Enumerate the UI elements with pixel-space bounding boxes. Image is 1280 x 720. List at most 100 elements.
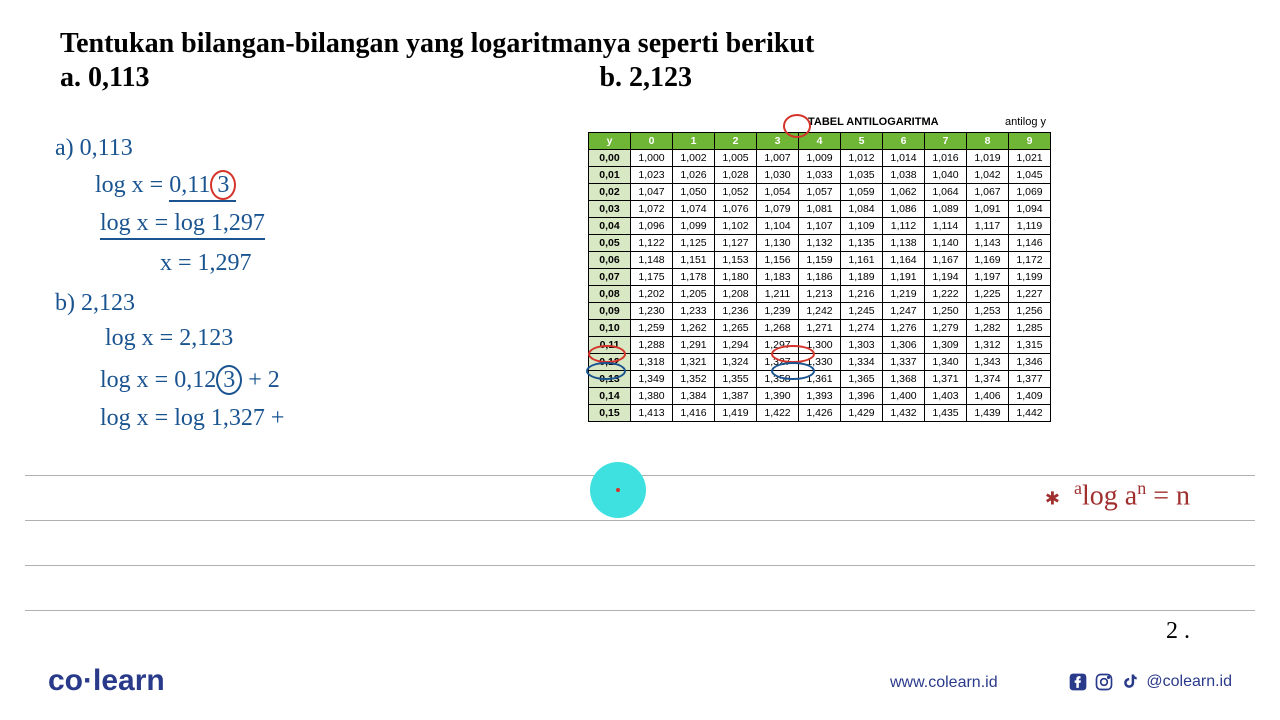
- footer-social: @colearn.id: [1068, 672, 1232, 692]
- table-y-cell: 0,01: [589, 167, 631, 184]
- table-cell: 1,365: [841, 371, 883, 388]
- table-cell: 1,291: [673, 337, 715, 354]
- table-cell: 1,352: [673, 371, 715, 388]
- table-cell: 1,197: [967, 269, 1009, 286]
- table-cell: 1,172: [1009, 252, 1051, 269]
- table-cell: 1,047: [631, 184, 673, 201]
- table-cell: 1,038: [883, 167, 925, 184]
- table-cell: 1,119: [1009, 218, 1051, 235]
- table-right-label: antilog y: [1005, 116, 1046, 128]
- table-cell: 1,156: [757, 252, 799, 269]
- table-cell: 1,114: [925, 218, 967, 235]
- table-cell: 1,225: [967, 286, 1009, 303]
- table-cell: 1,247: [883, 303, 925, 320]
- table-cell: 1,384: [673, 388, 715, 405]
- table-cell: 1,403: [925, 388, 967, 405]
- circle-row-012: [586, 362, 626, 380]
- table-cell: 1,107: [799, 218, 841, 235]
- table-cell: 1,064: [925, 184, 967, 201]
- table-cell: 1,271: [799, 320, 841, 337]
- table-cell: 1,334: [841, 354, 883, 371]
- table-y-cell: 0,06: [589, 252, 631, 269]
- question-a: a. 0,113: [60, 62, 149, 94]
- table-cell: 1,021: [1009, 150, 1051, 167]
- table-cell: 1,442: [1009, 405, 1051, 422]
- table-cell: 1,030: [757, 167, 799, 184]
- table-cell: 1,253: [967, 303, 1009, 320]
- table-cell: 1,086: [883, 201, 925, 218]
- rule-line: [25, 520, 1255, 521]
- work-b-line1: log x = 2,123: [105, 325, 233, 352]
- circle-cell-1297: [771, 345, 815, 363]
- table-cell: 1,175: [631, 269, 673, 286]
- table-cell: 1,104: [757, 218, 799, 235]
- table-y-cell: 0,14: [589, 388, 631, 405]
- table-cell: 1,413: [631, 405, 673, 422]
- table-header: 9: [1009, 133, 1051, 150]
- table-cell: 1,242: [799, 303, 841, 320]
- table-y-cell: 0,09: [589, 303, 631, 320]
- table-cell: 1,239: [757, 303, 799, 320]
- table-cell: 1,435: [925, 405, 967, 422]
- table-header: 2: [715, 133, 757, 150]
- tiktok-icon: [1120, 672, 1140, 692]
- table-cell: 1,122: [631, 235, 673, 252]
- table-cell: 1,009: [799, 150, 841, 167]
- table-cell: 1,199: [1009, 269, 1051, 286]
- table-cell: 1,033: [799, 167, 841, 184]
- table-cell: 1,262: [673, 320, 715, 337]
- table-cell: 1,202: [631, 286, 673, 303]
- circle-cell-1327: [771, 362, 815, 380]
- table-header: 5: [841, 133, 883, 150]
- table-cell: 1,374: [967, 371, 1009, 388]
- table-cell: 1,205: [673, 286, 715, 303]
- table-cell: 1,409: [1009, 388, 1051, 405]
- table-cell: 1,135: [841, 235, 883, 252]
- circle-header-3: [783, 114, 811, 138]
- table-cell: 1,026: [673, 167, 715, 184]
- table-y-cell: 0,15: [589, 405, 631, 422]
- table-cell: 1,040: [925, 167, 967, 184]
- table-y-cell: 0,07: [589, 269, 631, 286]
- work-a-line2: log x = log 1,297: [100, 210, 265, 237]
- table-cell: 1,183: [757, 269, 799, 286]
- table-cell: 1,213: [799, 286, 841, 303]
- table-cell: 1,387: [715, 388, 757, 405]
- table-cell: 1,236: [715, 303, 757, 320]
- table-cell: 1,371: [925, 371, 967, 388]
- table-cell: 1,432: [883, 405, 925, 422]
- table-cell: 1,178: [673, 269, 715, 286]
- table-cell: 1,368: [883, 371, 925, 388]
- question-b: b. 2,123: [599, 62, 692, 94]
- work-b-line3: log x = log 1,327 +: [100, 405, 284, 432]
- facebook-icon: [1068, 672, 1088, 692]
- table-cell: 1,016: [925, 150, 967, 167]
- table-header: 8: [967, 133, 1009, 150]
- rule-line: [25, 610, 1255, 611]
- table-cell: 1,057: [799, 184, 841, 201]
- table-cell: 1,256: [1009, 303, 1051, 320]
- table-y-cell: 0,10: [589, 320, 631, 337]
- table-cell: 1,380: [631, 388, 673, 405]
- log-formula: ✱ alog an = n: [1045, 478, 1190, 512]
- work-b-line2: log x = 0,123 + 2: [100, 365, 280, 395]
- table-cell: 1,343: [967, 354, 1009, 371]
- table-cell: 1,191: [883, 269, 925, 286]
- table-cell: 1,315: [1009, 337, 1051, 354]
- table-cell: 1,130: [757, 235, 799, 252]
- table-cell: 1,089: [925, 201, 967, 218]
- table-cell: 1,045: [1009, 167, 1051, 184]
- question-title: Tentukan bilangan-bilangan yang logaritm…: [60, 28, 1220, 60]
- table-cell: 1,007: [757, 150, 799, 167]
- table-cell: 1,250: [925, 303, 967, 320]
- table-cell: 1,094: [1009, 201, 1051, 218]
- table-cell: 1,153: [715, 252, 757, 269]
- table-cell: 1,164: [883, 252, 925, 269]
- table-cell: 1,288: [631, 337, 673, 354]
- table-header: 0: [631, 133, 673, 150]
- table-cell: 1,072: [631, 201, 673, 218]
- table-cell: 1,112: [883, 218, 925, 235]
- table-y-cell: 0,03: [589, 201, 631, 218]
- table-cell: 1,062: [883, 184, 925, 201]
- table-header: 7: [925, 133, 967, 150]
